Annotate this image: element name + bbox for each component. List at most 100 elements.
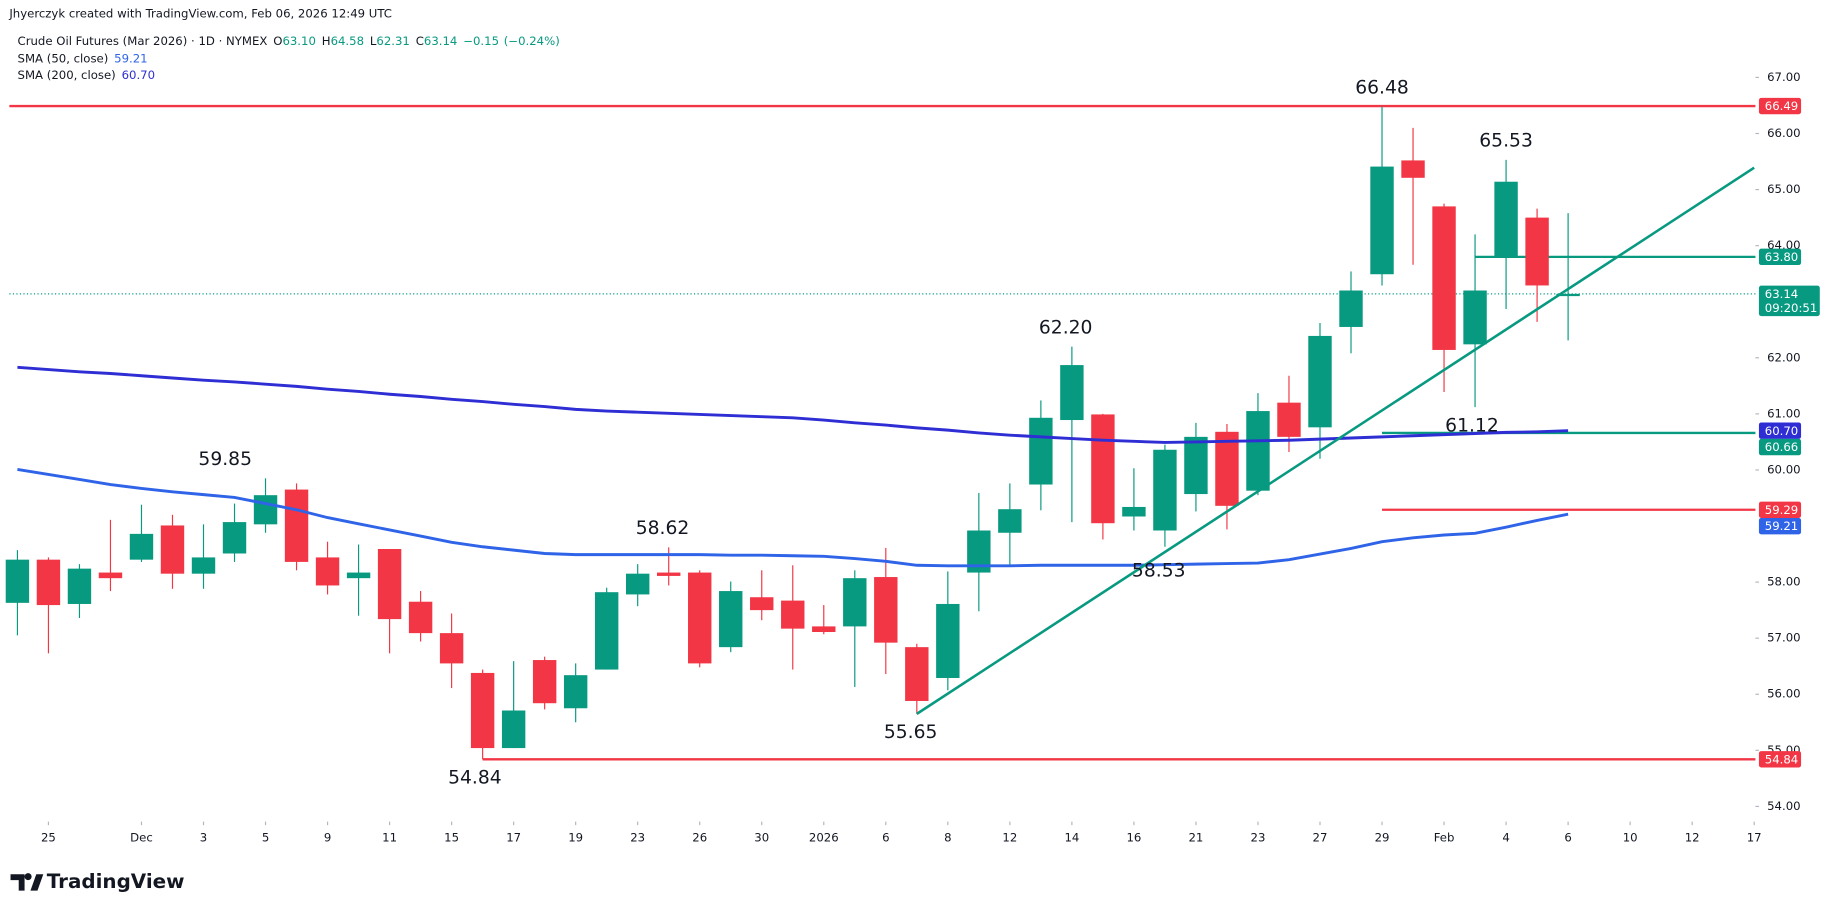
header: Jhyerczyk created with TradingView.com, … <box>8 7 392 21</box>
axis-badge <box>1758 97 1802 115</box>
candle-body <box>160 525 185 574</box>
candle-body <box>315 557 340 586</box>
candle-body <box>501 710 526 749</box>
y-tick-label: 61.00 <box>1767 406 1800 420</box>
candle-body <box>1432 206 1456 350</box>
candle-body <box>1122 506 1146 517</box>
candle-body <box>1556 293 1580 297</box>
candle-body <box>1060 365 1084 421</box>
candle-body <box>1370 166 1394 275</box>
x-tick-label: 10 <box>1623 831 1638 845</box>
candle-body <box>1525 217 1549 286</box>
candle-body <box>1029 417 1053 485</box>
price-annotation: 59.85 <box>198 449 252 470</box>
sma-legend: SMA (50, close) 59.21 <box>18 51 148 65</box>
sma-value: 59.21 <box>114 51 147 65</box>
x-tick-label: 12 <box>1002 831 1017 845</box>
sma-line <box>17 365 1569 444</box>
candle-body <box>222 522 247 554</box>
sma-name: SMA (200, close) <box>18 67 116 81</box>
candle-body <box>1215 431 1239 506</box>
x-tick-label: Dec <box>130 831 153 845</box>
candle-body <box>532 660 557 704</box>
x-tick-label: 9 <box>324 831 331 845</box>
axis-badge-label: 60.70 <box>1765 424 1798 438</box>
price-annotation: 61.12 <box>1445 415 1499 436</box>
candle-body <box>253 495 278 525</box>
x-tick-label: 6 <box>1564 831 1571 845</box>
x-tick-label: 4 <box>1502 831 1509 845</box>
candle-body <box>1308 335 1332 428</box>
quote-value: 62.31 <box>376 34 409 48</box>
axis-badge-label: 60.66 <box>1765 440 1798 454</box>
quote-prefix: H <box>322 34 331 48</box>
symbol-title: Crude Oil Futures (Mar 2026) · 1D · NYME… <box>18 34 268 48</box>
candle-body <box>1463 290 1487 345</box>
y-tick-label: 60.00 <box>1767 462 1800 476</box>
candle-body <box>719 591 743 648</box>
y-tick-label: 65.00 <box>1767 182 1800 196</box>
x-tick-label: 5 <box>262 831 269 845</box>
x-tick-label: 8 <box>944 831 951 845</box>
x-tick-label: 30 <box>754 831 769 845</box>
sma-legend: SMA (200, close) 60.70 <box>18 67 156 81</box>
candle-body <box>750 597 774 611</box>
quote-value: 64.58 <box>331 34 364 48</box>
price-annotation: 58.53 <box>1132 561 1186 582</box>
quote-value: 63.10 <box>282 34 315 48</box>
axis-badge <box>1758 438 1802 456</box>
candle-body <box>36 559 61 606</box>
axis-badge <box>1758 751 1802 768</box>
y-tick-label: 66.00 <box>1767 126 1800 140</box>
x-tick-label: 23 <box>1251 831 1266 845</box>
axis-badge <box>1758 248 1802 266</box>
candle-body <box>688 572 712 664</box>
candle-body <box>594 592 619 670</box>
quote-change-pct: (−0.24%) <box>504 34 560 48</box>
candle-body <box>874 577 898 643</box>
x-tick-label: 11 <box>382 831 397 845</box>
x-tick-label: 15 <box>444 831 459 845</box>
candle-body <box>936 603 960 678</box>
price-annotation: 58.62 <box>636 518 690 539</box>
candle-body <box>657 572 681 576</box>
x-tick-label: 26 <box>692 831 707 845</box>
candle-body <box>98 572 123 579</box>
quote-prefix: L <box>370 34 377 48</box>
quote-change: −0.15 <box>463 34 499 48</box>
candle-body <box>1246 411 1270 491</box>
plot-area <box>5 76 1759 826</box>
candle-body <box>439 633 464 664</box>
candle-body <box>843 578 867 627</box>
trendline <box>916 166 1755 715</box>
x-tick-label: 17 <box>1747 831 1762 845</box>
sma-name: SMA (50, close) <box>18 51 109 65</box>
candle-body <box>1494 181 1518 258</box>
footer-logo: TradingView <box>10 870 185 893</box>
y-tick-label: 64.00 <box>1767 238 1800 252</box>
candle-body <box>905 647 929 701</box>
y-tick-label: 67.00 <box>1767 70 1800 84</box>
logo-icon <box>10 873 44 891</box>
y-tick-label: 54.00 <box>1767 799 1800 813</box>
candle-body <box>346 572 371 579</box>
price-annotation: 55.65 <box>884 722 938 743</box>
candle-body <box>1184 436 1208 495</box>
footer-brand: TradingView <box>47 870 185 893</box>
candle-body <box>129 533 154 560</box>
y-tick-label: 58.00 <box>1767 575 1800 589</box>
x-tick-label: 23 <box>630 831 645 845</box>
candle-body <box>625 573 650 595</box>
y-tick-label: 57.00 <box>1767 631 1800 645</box>
price-annotation: 62.20 <box>1039 317 1093 338</box>
candle-body <box>1339 290 1363 327</box>
x-tick-label: 21 <box>1189 831 1204 845</box>
axis-badge-label: 63.80 <box>1765 250 1798 264</box>
x-tick-label: 2026 <box>809 831 839 845</box>
candle-body <box>812 626 836 632</box>
candle-body <box>998 509 1022 533</box>
candle-body <box>563 675 588 709</box>
candle-body <box>1153 449 1177 531</box>
x-tick-label: 19 <box>568 831 583 845</box>
